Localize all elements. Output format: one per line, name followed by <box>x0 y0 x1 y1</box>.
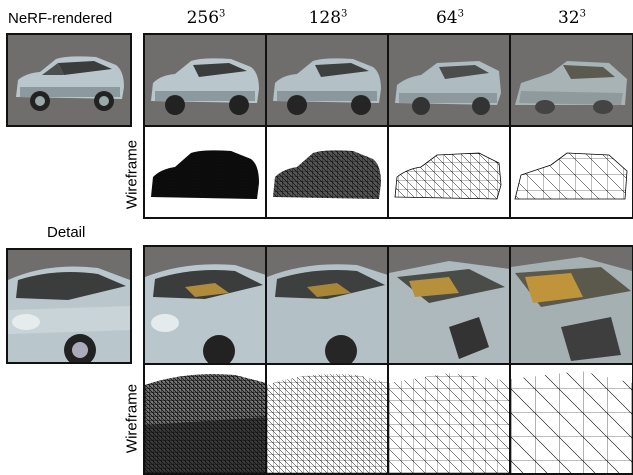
wireframe-row-top <box>143 125 633 219</box>
render-row-top-svg <box>145 35 632 125</box>
bottom-wireframe-label: Wireframe <box>123 383 141 454</box>
resolution-header-256: 2563 <box>186 8 226 28</box>
wireframe-64 <box>394 152 502 200</box>
render-32 <box>515 61 627 114</box>
wireframe-32 <box>514 152 628 200</box>
wireframe-256 <box>151 150 259 199</box>
wireframe-row-detail <box>143 363 633 475</box>
wireframe-detail-32 <box>511 371 632 473</box>
wireframe-detail-256 <box>145 374 266 473</box>
render-detail-128 <box>267 264 388 363</box>
detail-reference-image <box>6 248 132 364</box>
nerf-rendered-label: NeRF-rendered <box>8 10 113 27</box>
nerf-reference-image <box>6 33 132 127</box>
wireframe-detail-128 <box>267 374 388 473</box>
resolution-header-32: 323 <box>557 8 586 28</box>
wireframe-detail-64 <box>389 373 510 473</box>
detail-label: Detail <box>47 224 86 241</box>
wireframe-row-top-svg <box>145 127 632 217</box>
resolution-header-128: 1283 <box>308 8 348 28</box>
render-row-top <box>143 33 633 127</box>
render-64 <box>395 61 501 115</box>
resolution-header-64: 643 <box>435 8 464 28</box>
render-detail-256 <box>145 264 266 363</box>
top-wireframe-label: Wireframe <box>123 139 141 210</box>
render-detail-64 <box>389 261 510 363</box>
render-row-detail <box>143 245 633 365</box>
render-row-detail-svg <box>145 247 632 363</box>
wireframe-128 <box>273 150 381 199</box>
render-128 <box>273 58 381 115</box>
render-256 <box>151 58 259 115</box>
render-detail-32 <box>511 257 632 363</box>
wireframe-row-detail-svg <box>145 365 632 473</box>
